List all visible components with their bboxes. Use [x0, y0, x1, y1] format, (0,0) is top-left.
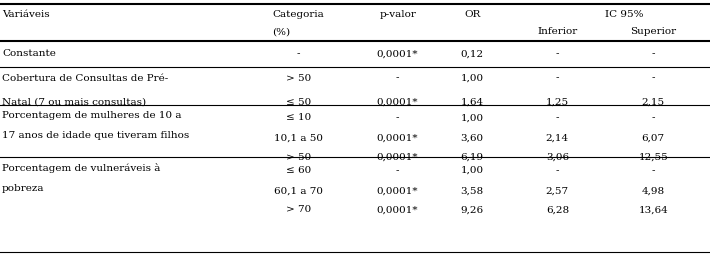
Text: 1,00: 1,00	[461, 113, 484, 122]
Text: -: -	[652, 113, 655, 122]
Text: Porcentagem de vulneráveis à: Porcentagem de vulneráveis à	[2, 163, 160, 173]
Text: IC 95%: IC 95%	[605, 9, 643, 19]
Text: 60,1 a 70: 60,1 a 70	[273, 186, 323, 195]
Text: Natal (7 ou mais consultas): Natal (7 ou mais consultas)	[2, 98, 146, 107]
Text: 9,26: 9,26	[461, 205, 484, 215]
Text: 3,06: 3,06	[546, 153, 569, 162]
Text: -: -	[297, 49, 300, 58]
Text: -: -	[652, 73, 655, 83]
Text: ≤ 50: ≤ 50	[285, 98, 311, 107]
Text: 6,07: 6,07	[642, 134, 665, 143]
Text: -: -	[396, 73, 399, 83]
Text: 1,00: 1,00	[461, 166, 484, 175]
Text: Inferior: Inferior	[537, 27, 577, 37]
Text: -: -	[396, 113, 399, 122]
Text: ≤ 10: ≤ 10	[285, 113, 311, 122]
Text: OR: OR	[464, 9, 481, 19]
Text: p-valor: p-valor	[379, 9, 416, 19]
Text: 0,0001*: 0,0001*	[377, 205, 418, 215]
Text: > 50: > 50	[285, 73, 311, 83]
Text: 0,0001*: 0,0001*	[377, 186, 418, 195]
Text: 4,98: 4,98	[642, 186, 665, 195]
Text: 6,28: 6,28	[546, 205, 569, 215]
Text: 0,12: 0,12	[461, 49, 484, 58]
Text: -: -	[396, 166, 399, 175]
Text: -: -	[556, 49, 559, 58]
Text: Cobertura de Consultas de Pré-: Cobertura de Consultas de Pré-	[2, 73, 168, 83]
Text: 12,55: 12,55	[638, 153, 668, 162]
Text: Variáveis: Variáveis	[2, 9, 50, 19]
Text: 10,1 a 50: 10,1 a 50	[273, 134, 323, 143]
Text: 1,00: 1,00	[461, 73, 484, 83]
Text: 6,19: 6,19	[461, 153, 484, 162]
Text: -: -	[556, 73, 559, 83]
Text: 3,60: 3,60	[461, 134, 484, 143]
Text: -: -	[556, 113, 559, 122]
Text: -: -	[556, 166, 559, 175]
Text: 0,0001*: 0,0001*	[377, 98, 418, 107]
Text: -: -	[652, 49, 655, 58]
Text: Categoria: Categoria	[273, 9, 324, 19]
Text: 0,0001*: 0,0001*	[377, 153, 418, 162]
Text: 2,14: 2,14	[546, 134, 569, 143]
Text: 2,15: 2,15	[642, 98, 665, 107]
Text: 0,0001*: 0,0001*	[377, 134, 418, 143]
Text: 17 anos de idade que tiveram filhos: 17 anos de idade que tiveram filhos	[2, 131, 190, 140]
Text: pobreza: pobreza	[2, 184, 45, 193]
Text: Superior: Superior	[630, 27, 676, 37]
Text: 3,58: 3,58	[461, 186, 484, 195]
Text: -: -	[652, 166, 655, 175]
Text: Porcentagem de mulheres de 10 a: Porcentagem de mulheres de 10 a	[2, 111, 182, 120]
Text: Constante: Constante	[2, 49, 56, 58]
Text: > 70: > 70	[285, 205, 311, 215]
Text: ≤ 60: ≤ 60	[285, 166, 311, 175]
Text: 1,64: 1,64	[461, 98, 484, 107]
Text: 0,0001*: 0,0001*	[377, 49, 418, 58]
Text: > 50: > 50	[285, 153, 311, 162]
Text: (%): (%)	[272, 27, 290, 37]
Text: 2,57: 2,57	[546, 186, 569, 195]
Text: 1,25: 1,25	[546, 98, 569, 107]
Text: 13,64: 13,64	[638, 205, 668, 215]
